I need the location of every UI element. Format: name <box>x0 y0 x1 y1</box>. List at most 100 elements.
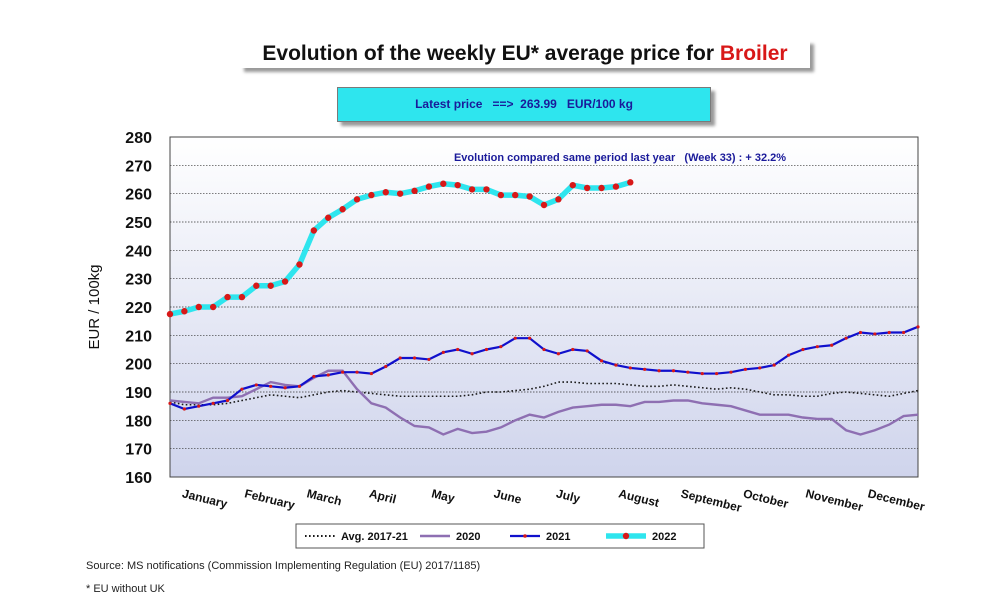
y-tick-label: 200 <box>125 357 152 374</box>
series-point-2022 <box>555 196 562 203</box>
x-tick-label: August <box>617 486 660 510</box>
x-tick-label: June <box>492 486 523 506</box>
series-point-2021 <box>513 336 517 340</box>
series-point-2021 <box>743 367 747 371</box>
y-tick-label: 170 <box>125 442 152 459</box>
series-point-2021 <box>729 370 733 374</box>
series-point-2021 <box>427 357 431 362</box>
y-tick-label: 260 <box>125 187 152 204</box>
series-point-2022 <box>253 282 260 289</box>
series-point-2021 <box>628 366 632 370</box>
series-s2021 <box>168 325 920 411</box>
series-point-2022 <box>512 191 519 199</box>
series-point-2022 <box>425 183 433 190</box>
y-tick-label: 280 <box>125 130 152 147</box>
series-point-2022 <box>166 310 174 318</box>
series-point-2021 <box>182 407 186 411</box>
series-point-2021 <box>758 366 762 370</box>
series-point-2021 <box>456 347 460 352</box>
series-point-2021 <box>297 384 302 388</box>
legend-label: Avg. 2017-21 <box>341 531 408 543</box>
series-point-2021 <box>528 336 532 340</box>
series-point-2021 <box>470 352 474 356</box>
y-tick-label: 230 <box>125 272 152 289</box>
x-tick-label: July <box>555 486 582 505</box>
series-point-2021 <box>326 373 330 377</box>
series-point-2022 <box>540 201 548 209</box>
x-tick-label: October <box>742 486 790 511</box>
legend-marker-2021 <box>523 534 527 538</box>
series-point-2022 <box>583 184 591 192</box>
series-point-2022 <box>310 227 318 234</box>
series-point-2021 <box>614 363 618 367</box>
series-point-2022 <box>382 189 389 196</box>
series-point-2021 <box>197 404 201 408</box>
series-point-2021 <box>902 330 906 335</box>
series-point-2021 <box>772 363 776 367</box>
series-point-2021 <box>671 369 676 373</box>
series-point-2022 <box>209 303 217 311</box>
series-point-2021 <box>657 369 661 373</box>
series-point-2021 <box>700 371 704 376</box>
series-point-2021 <box>341 370 345 374</box>
series-point-2021 <box>844 336 848 340</box>
series-point-2021 <box>484 347 489 352</box>
x-tick-label: September <box>679 486 743 515</box>
chart-title-highlight: Broiler <box>719 42 788 65</box>
series-point-2022 <box>598 184 605 192</box>
y-tick-label: 190 <box>125 385 152 402</box>
y-axis-ticks: 160 170 180 190 200 210 220 230 240 250 260 270 280 <box>125 130 152 487</box>
series-point-2021 <box>168 401 172 405</box>
series-point-2022 <box>281 278 289 285</box>
series-point-2022 <box>181 308 188 315</box>
series-lines <box>166 179 920 436</box>
source-note: Source: MS notifications (Commission Imp… <box>86 560 481 572</box>
series-point-2022 <box>224 293 231 301</box>
y-tick-label: 270 <box>125 158 152 175</box>
x-tick-label: May <box>430 486 456 505</box>
legend-label: 2021 <box>546 531 570 543</box>
series-point-2021 <box>873 332 877 336</box>
x-tick-label: April <box>368 486 398 506</box>
y-tick-label: 210 <box>125 328 152 345</box>
series-point-2021 <box>384 364 388 369</box>
plot-area <box>169 136 919 478</box>
y-tick-label: 160 <box>125 470 152 487</box>
series-point-2021 <box>398 356 402 360</box>
series-point-2022 <box>440 180 447 187</box>
chart-title: Evolution of the weekly EU* average pric… <box>240 40 810 68</box>
series-point-2022 <box>325 214 332 221</box>
series-point-2021 <box>858 330 863 335</box>
series-point-2022 <box>454 181 461 189</box>
chart-title-main: Evolution of the weekly EU* average pric… <box>262 42 720 65</box>
series-point-2021 <box>412 356 417 360</box>
series-point-2021 <box>240 387 244 391</box>
x-axis-month-labels: January February March April May June July Augu… <box>181 486 927 515</box>
series-line-avg <box>169 381 919 406</box>
series-point-2022 <box>267 282 274 289</box>
series-point-2022 <box>396 190 404 197</box>
latest-price-arrow: ==> <box>492 97 514 111</box>
y-tick-label: 250 <box>125 215 152 232</box>
series-point-2022 <box>368 191 375 199</box>
y-tick-label: 180 <box>125 413 152 430</box>
legend-label: 2022 <box>652 531 676 543</box>
series-point-2022 <box>612 183 620 190</box>
series-point-2021 <box>786 353 791 357</box>
latest-price-box: Latest price ==> 263.99 EUR/100 kg <box>337 87 711 122</box>
series-point-2021 <box>916 325 920 329</box>
price-chart: 160170180190200210220230240250260270280 … <box>86 130 927 549</box>
legend: Avg. 2017-21 2020 2021 2022 <box>295 523 705 549</box>
series-point-2022 <box>195 303 202 311</box>
series-point-2022 <box>353 196 361 203</box>
series-point-2021 <box>556 352 560 356</box>
x-tick-label: December <box>866 486 926 514</box>
x-tick-label: February <box>243 486 297 512</box>
chart-title-box: Evolution of the weekly EU* average pric… <box>240 40 810 68</box>
series-point-2021 <box>542 347 546 352</box>
x-tick-label: January <box>181 486 229 511</box>
series-point-2022 <box>627 179 634 186</box>
series-s2022 <box>166 179 634 318</box>
series-point-2021 <box>369 371 373 376</box>
series-avg <box>169 381 919 406</box>
